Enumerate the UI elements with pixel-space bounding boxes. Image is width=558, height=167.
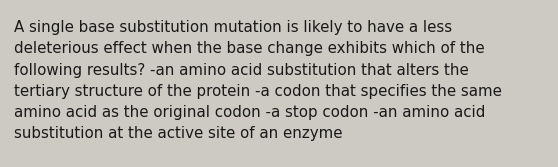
- Text: A single base substitution mutation is likely to have a less
deleterious effect : A single base substitution mutation is l…: [14, 20, 502, 141]
